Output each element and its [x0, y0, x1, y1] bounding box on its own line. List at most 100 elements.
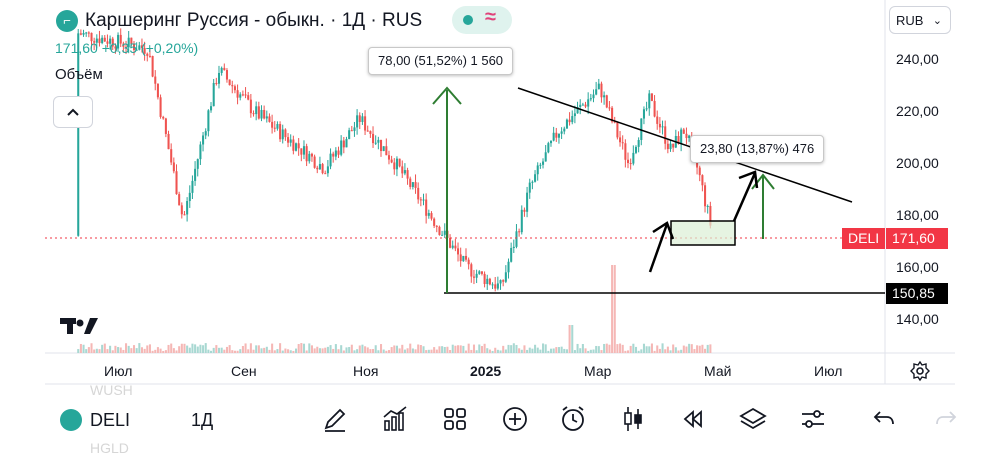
volume-bar [653, 350, 656, 353]
volume-bar [621, 344, 624, 353]
volume-bar [77, 349, 80, 353]
volume-bar [637, 350, 640, 353]
pencil-icon[interactable] [320, 404, 350, 434]
candle-body [199, 144, 202, 160]
candle-body [406, 170, 409, 179]
volume-bar [271, 343, 274, 353]
candle-body [587, 99, 590, 107]
candle-body [419, 199, 422, 201]
candle-body [342, 140, 345, 148]
candle-body [186, 201, 189, 215]
volume-bar [308, 343, 311, 353]
candle-body [90, 32, 93, 42]
volume-bar [212, 347, 215, 353]
candle-body [340, 140, 343, 155]
volume-bar [690, 344, 693, 353]
candle-body [526, 192, 529, 212]
volume-bar [385, 350, 388, 353]
volume-bar [688, 343, 691, 353]
volume-bar [674, 347, 677, 353]
layers-icon[interactable] [738, 404, 768, 434]
volume-bar [348, 347, 351, 353]
volume-bar [494, 347, 497, 353]
volume-bar [706, 344, 709, 353]
candle-body [220, 67, 223, 73]
candle-body [480, 271, 483, 274]
volume-bar [279, 343, 282, 353]
y-tick: 240,00 [896, 51, 939, 67]
settings-sliders-icon[interactable] [798, 404, 828, 434]
volume-label[interactable]: Объём [55, 66, 103, 83]
candle-body [560, 131, 563, 134]
volume-bar [425, 350, 428, 353]
volume-bar [93, 349, 96, 353]
volume-bar [210, 350, 213, 353]
candle-body [345, 139, 348, 148]
templates-icon[interactable] [440, 404, 470, 434]
volume-bar [403, 349, 406, 353]
indicators-icon[interactable] [380, 404, 410, 434]
candle-body [470, 264, 473, 277]
volume-bar [486, 348, 489, 353]
collapse-button[interactable] [53, 96, 93, 128]
symbol-title[interactable]: Каршеринг Руссия - обыкн. · 1Д · RUS [85, 10, 423, 31]
market-status-pill[interactable] [452, 6, 512, 34]
candle-body [191, 180, 194, 193]
volume-bar [587, 350, 590, 353]
volume-bar [95, 348, 98, 353]
volume-bar [170, 343, 173, 353]
volume-bar [608, 344, 611, 353]
measure-tooltip-main[interactable]: 78,00 (51,52%) 1 560 [368, 47, 514, 75]
candle-body [79, 33, 82, 35]
candle-body [127, 37, 130, 48]
volume-bar [523, 345, 526, 353]
redo-icon[interactable] [930, 404, 960, 434]
candle-body [271, 121, 274, 128]
candle-body [300, 148, 303, 155]
candle-body [361, 116, 364, 122]
measure-tooltip-target[interactable]: 23,80 (13,87%) 476 [690, 135, 825, 163]
candle-body [103, 37, 106, 42]
candle-body [215, 82, 218, 84]
volume-bar [268, 349, 271, 353]
candle-body [398, 158, 401, 167]
volume-bar [632, 343, 635, 353]
x-tick: Ноя [353, 363, 379, 379]
candles-icon[interactable] [618, 404, 648, 434]
candle-body [706, 205, 709, 207]
volume-bar [430, 349, 433, 353]
alert-clock-icon[interactable] [558, 404, 588, 434]
candle-body [568, 119, 571, 123]
timeframe-selector[interactable]: 1Д [191, 410, 214, 430]
candle-body [380, 139, 383, 152]
volume-bar [512, 343, 515, 353]
candle-body [82, 32, 85, 35]
market-open-dot-icon [463, 15, 473, 25]
replay-icon[interactable] [678, 404, 708, 434]
volume-bar [411, 348, 414, 353]
undo-icon[interactable] [870, 404, 900, 434]
candle-body [624, 143, 627, 160]
candle-body [175, 171, 178, 195]
candle-body [658, 123, 661, 128]
volume-bar [502, 345, 505, 353]
volume-bar [366, 347, 369, 353]
volume-bar [504, 349, 507, 353]
symbol-selector[interactable]: DELI [90, 410, 131, 430]
volume-bar [204, 343, 207, 353]
volume-bar [342, 350, 345, 353]
volume-bar [496, 349, 499, 353]
y-tick: 160,00 [896, 259, 939, 275]
candle-body [539, 164, 542, 166]
candle-body [287, 137, 290, 143]
add-icon[interactable] [500, 404, 530, 434]
volume-bar [188, 347, 191, 353]
candle-body [666, 143, 669, 150]
currency-selector[interactable]: RUB ⌄ [889, 6, 951, 34]
volume-bar [202, 345, 205, 353]
candle-body [202, 135, 205, 145]
candle-body [616, 122, 619, 138]
volume-bar [393, 345, 396, 353]
settings-gear-icon[interactable] [909, 360, 931, 387]
